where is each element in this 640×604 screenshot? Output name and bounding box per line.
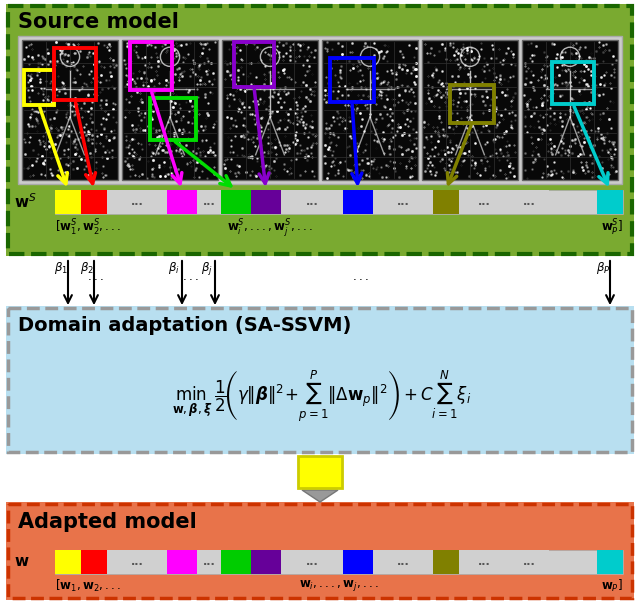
Text: $\mathbf{w}^S$: $\mathbf{w}^S$ <box>14 193 36 211</box>
Bar <box>122 40 218 180</box>
Bar <box>234 42 274 87</box>
Text: $\mathbf{w}_i^S,...,\mathbf{w}_j^S,...$: $\mathbf{w}_i^S,...,\mathbf{w}_j^S,...$ <box>227 218 313 240</box>
Bar <box>450 85 494 123</box>
Bar <box>459 190 509 214</box>
Text: $\beta_P$: $\beta_P$ <box>596 260 611 276</box>
Text: ...: ... <box>523 197 536 207</box>
Bar <box>197 550 221 574</box>
Bar <box>433 550 459 574</box>
Text: ...: ... <box>523 557 536 567</box>
Text: ...: ... <box>306 557 318 567</box>
Bar <box>81 190 107 214</box>
Bar <box>459 550 509 574</box>
Bar <box>197 190 221 214</box>
Text: Source model: Source model <box>18 12 179 32</box>
Bar <box>107 550 167 574</box>
Text: $\mathbf{w}$: $\mathbf{w}$ <box>14 554 29 570</box>
Bar <box>597 550 623 574</box>
Bar <box>55 190 623 214</box>
Text: ...: ... <box>306 197 318 207</box>
Text: ...: ... <box>477 557 490 567</box>
Text: $...$: $...$ <box>87 270 103 283</box>
Bar <box>107 190 167 214</box>
Bar <box>373 190 433 214</box>
Text: ...: ... <box>397 557 410 567</box>
Text: ...: ... <box>131 557 143 567</box>
Bar <box>422 40 518 180</box>
Bar <box>221 550 251 574</box>
Bar <box>8 6 632 254</box>
Bar <box>251 550 281 574</box>
FancyArrow shape <box>302 490 338 502</box>
Text: ...: ... <box>131 197 143 207</box>
Text: ...: ... <box>203 557 216 567</box>
Bar <box>222 40 318 180</box>
Text: $\mathbf{w}_P]$: $\mathbf{w}_P]$ <box>601 578 623 594</box>
Text: $\beta_2$: $\beta_2$ <box>80 260 94 276</box>
Text: $[\mathbf{w}_1, \mathbf{w}_2,...$: $[\mathbf{w}_1, \mathbf{w}_2,...$ <box>55 578 122 594</box>
Text: Adapted model: Adapted model <box>18 512 196 532</box>
Bar <box>281 550 343 574</box>
Text: $\beta_1$: $\beta_1$ <box>54 260 68 276</box>
Text: $\beta_j$: $\beta_j$ <box>201 260 212 277</box>
Bar <box>6 306 634 454</box>
Bar <box>522 40 618 180</box>
Text: $...$: $...$ <box>352 270 368 283</box>
Bar <box>221 190 251 214</box>
Bar <box>343 190 373 214</box>
Text: Domain adaptation (SA-SSVM): Domain adaptation (SA-SSVM) <box>18 316 351 335</box>
Bar <box>509 550 549 574</box>
Bar <box>18 36 622 184</box>
Text: $\mathbf{w}_P^S]$: $\mathbf{w}_P^S]$ <box>601 218 623 238</box>
Bar <box>330 58 374 102</box>
Text: $...$: $...$ <box>182 270 198 283</box>
Bar <box>81 550 107 574</box>
Bar <box>24 70 54 105</box>
Bar <box>8 504 632 598</box>
Bar <box>8 308 632 452</box>
Bar <box>322 40 418 180</box>
Bar <box>6 4 634 256</box>
Text: $\beta_i$: $\beta_i$ <box>168 260 180 276</box>
Bar <box>167 190 197 214</box>
Text: $\underset{\mathbf{w},\boldsymbol{\beta},\boldsymbol{\xi}}{\min}\;\dfrac{1}{2}\!: $\underset{\mathbf{w},\boldsymbol{\beta}… <box>172 368 472 423</box>
Bar <box>509 190 549 214</box>
Text: ...: ... <box>477 197 490 207</box>
Bar <box>597 190 623 214</box>
Bar <box>55 550 623 574</box>
Bar <box>6 502 634 600</box>
Bar <box>343 550 373 574</box>
Bar <box>251 190 281 214</box>
Bar <box>433 190 459 214</box>
Bar <box>298 456 342 488</box>
Text: ...: ... <box>397 197 410 207</box>
Bar <box>55 190 81 214</box>
Bar <box>22 40 118 180</box>
Bar <box>55 550 81 574</box>
Bar <box>373 550 433 574</box>
Bar <box>552 62 594 104</box>
Bar <box>54 48 96 100</box>
Bar <box>130 42 172 90</box>
Text: ...: ... <box>203 197 216 207</box>
Text: $[\mathbf{w}_1^S, \mathbf{w}_2^S,...$: $[\mathbf{w}_1^S, \mathbf{w}_2^S,...$ <box>55 218 122 238</box>
Bar <box>167 550 197 574</box>
Text: $\mathbf{w}_i,...,\mathbf{w}_j,...$: $\mathbf{w}_i,...,\mathbf{w}_j,...$ <box>299 578 379 593</box>
Bar <box>281 190 343 214</box>
Bar <box>150 98 196 140</box>
